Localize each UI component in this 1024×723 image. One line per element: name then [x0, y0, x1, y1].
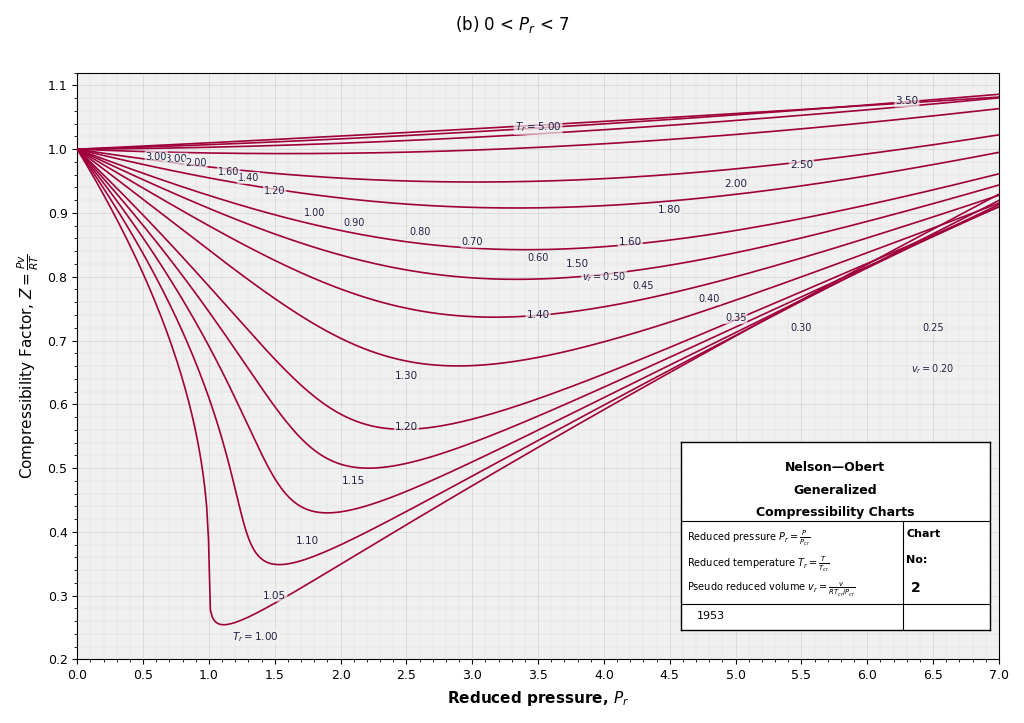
Text: 2.50: 2.50 — [790, 161, 813, 170]
Text: 1.40: 1.40 — [238, 173, 259, 183]
Text: 3.00: 3.00 — [145, 152, 167, 162]
Text: (b) 0 < $P_r$ < 7: (b) 0 < $P_r$ < 7 — [455, 14, 569, 35]
Text: 1.20: 1.20 — [264, 186, 286, 196]
Y-axis label: Compressibility Factor, $Z = \frac{Pv}{RT}$: Compressibility Factor, $Z = \frac{Pv}{R… — [15, 253, 41, 479]
Text: 0.70: 0.70 — [462, 236, 483, 247]
Text: 1.50: 1.50 — [566, 259, 589, 269]
Text: 0.40: 0.40 — [698, 294, 720, 304]
Text: $T_r=1.00$: $T_r=1.00$ — [231, 630, 279, 644]
Text: 1.05: 1.05 — [263, 591, 287, 601]
Text: 1.60: 1.60 — [618, 236, 642, 247]
Text: 0.30: 0.30 — [791, 322, 812, 333]
X-axis label: Reduced pressure, $P_r$: Reduced pressure, $P_r$ — [446, 689, 630, 708]
Text: 3.50: 3.50 — [895, 96, 919, 106]
Text: 0.90: 0.90 — [343, 218, 365, 228]
Text: 1.30: 1.30 — [395, 371, 418, 380]
Text: 0.25: 0.25 — [923, 322, 944, 333]
Text: 1.15: 1.15 — [342, 476, 366, 486]
Text: 0.35: 0.35 — [725, 313, 746, 323]
Text: 0.80: 0.80 — [409, 227, 430, 237]
Text: 1.80: 1.80 — [658, 205, 681, 215]
Text: 1.60: 1.60 — [218, 166, 240, 176]
Text: 0.45: 0.45 — [633, 281, 654, 291]
Text: $T_r = 5.00$: $T_r = 5.00$ — [515, 120, 561, 134]
Text: $v_r=0.20$: $v_r=0.20$ — [911, 362, 954, 376]
Text: 0.60: 0.60 — [527, 252, 549, 262]
Text: 1.20: 1.20 — [395, 422, 418, 432]
Text: 1.10: 1.10 — [296, 536, 319, 547]
Text: 1.40: 1.40 — [526, 310, 550, 320]
Text: 3.00: 3.00 — [165, 154, 187, 164]
Text: 2.00: 2.00 — [185, 158, 207, 168]
Text: $v_r = 0.50$: $v_r = 0.50$ — [582, 270, 626, 283]
Text: 1.00: 1.00 — [303, 208, 325, 218]
Text: 2.00: 2.00 — [724, 179, 748, 189]
